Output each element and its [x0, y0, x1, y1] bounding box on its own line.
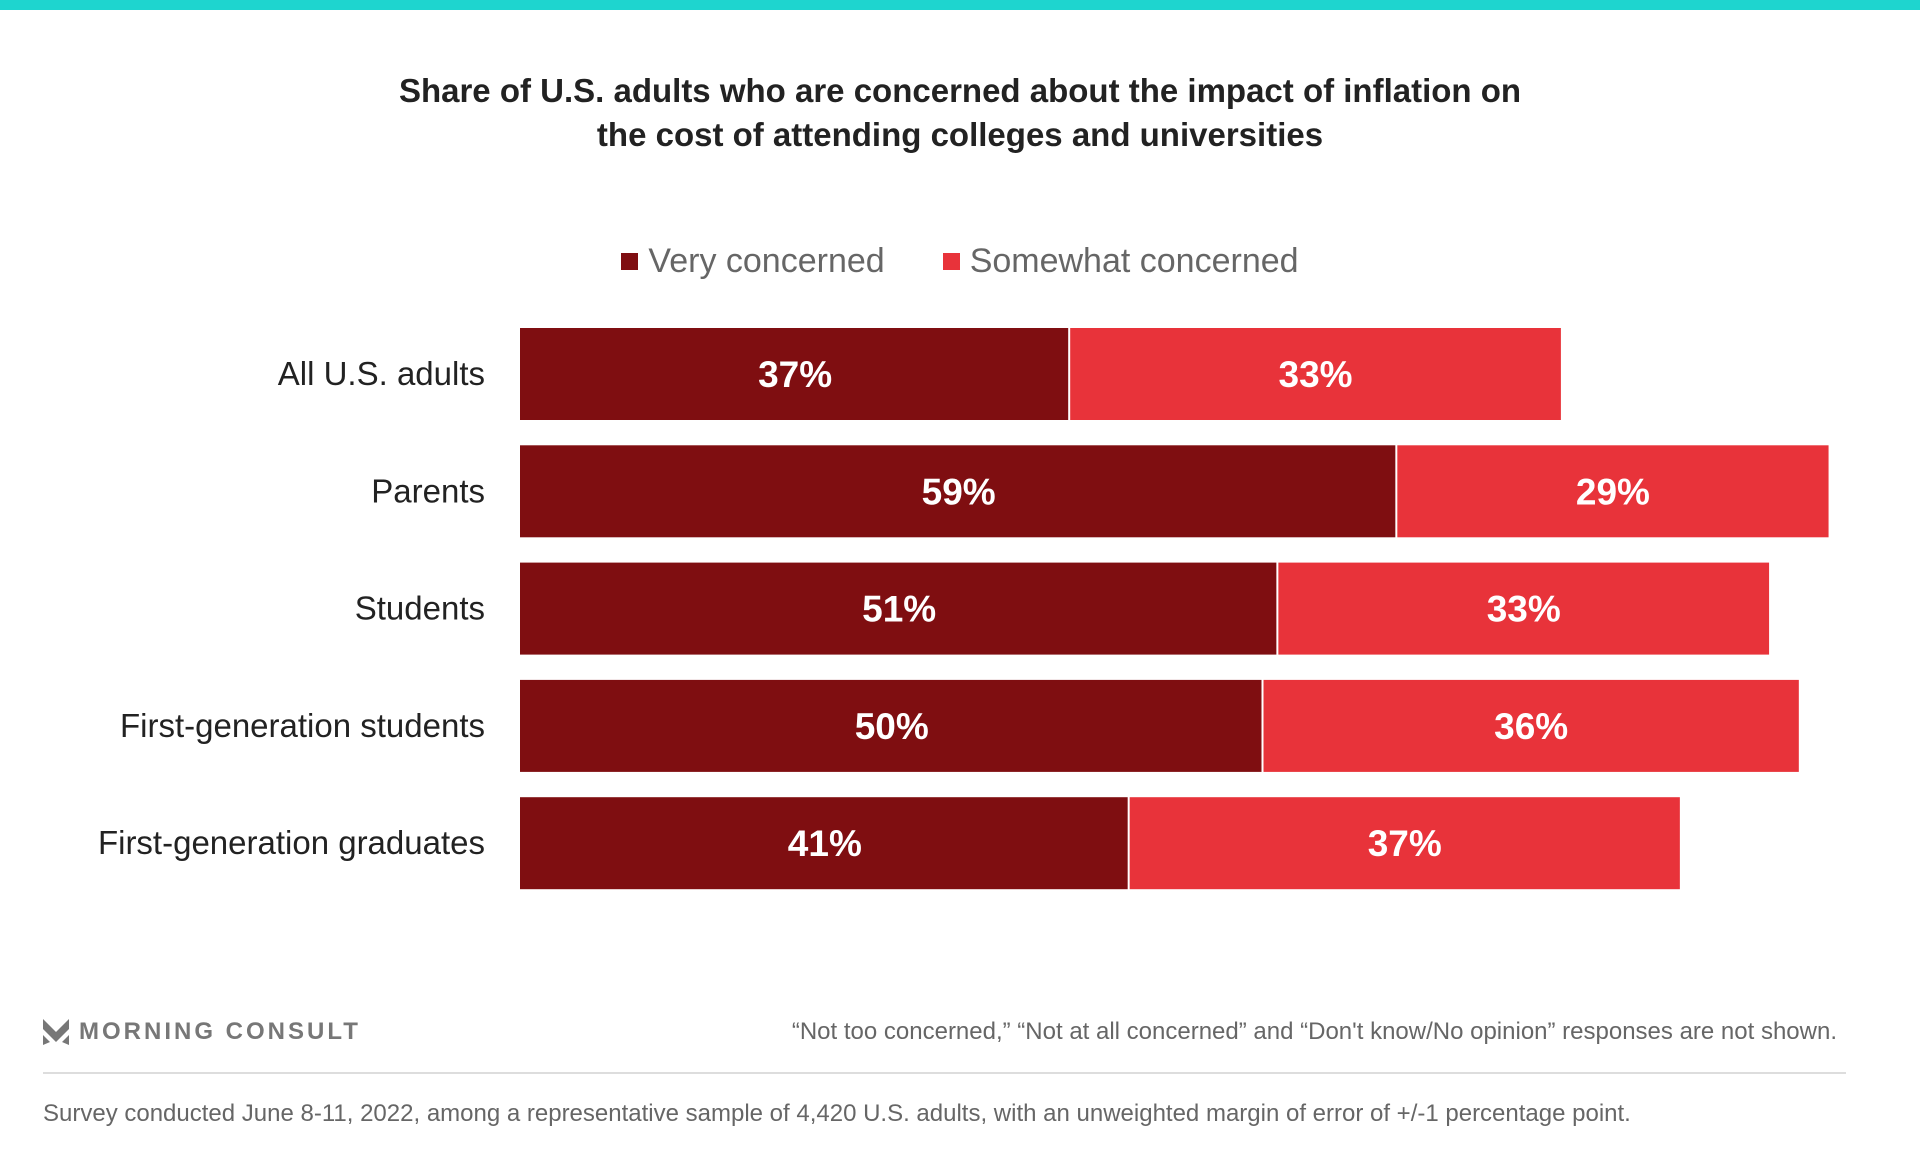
chart-title-line-2: the cost of attending colleges and unive…: [596, 116, 1324, 153]
bar-chart: All U.S. adults 37% 33% Parents 59% 29% Studen…: [98, 328, 1829, 890]
data-label: 50%: [855, 706, 929, 747]
data-label: 36%: [1494, 706, 1568, 747]
legend-label: Somewhat concerned: [969, 242, 1299, 280]
data-label: 33%: [1487, 589, 1561, 630]
bar-somewhat: [1397, 445, 1829, 538]
bar-very: [520, 328, 1069, 420]
data-label: 29%: [1576, 471, 1650, 512]
category-label: First-generation graduates: [98, 824, 485, 861]
category-label: Students: [355, 590, 485, 627]
logo-m-icon: [43, 1019, 69, 1045]
data-label: 59%: [922, 471, 996, 512]
divider: [43, 1072, 1846, 1074]
bar-very: [520, 679, 1262, 772]
legend-swatch-somewhat: [942, 253, 960, 270]
data-label: 33%: [1279, 354, 1353, 395]
legend: Very concerned Somewhat concerned: [0, 242, 1920, 281]
logo-text: MORNING CONSULT: [79, 1018, 361, 1045]
morning-consult-logo: MORNING CONSULT: [43, 1018, 361, 1046]
bar-somewhat: [1263, 679, 1799, 772]
data-label: 37%: [1368, 823, 1442, 864]
legend-label: Very concerned: [648, 242, 885, 280]
bar-very: [520, 797, 1128, 890]
bar-somewhat: [1070, 328, 1561, 420]
category-label: All U.S. adults: [278, 355, 485, 392]
bar-somewhat: [1129, 797, 1680, 890]
bar-very: [520, 445, 1396, 538]
bar-very: [520, 562, 1277, 655]
top-accent-bar: [0, 0, 1920, 10]
category-label: Parents: [371, 472, 485, 509]
data-label: 41%: [788, 823, 862, 864]
legend-item-somewhat: Somewhat concerned: [942, 242, 1299, 281]
bar-somewhat: [1278, 562, 1770, 655]
legend-item-very: Very concerned: [621, 242, 885, 281]
chart-title-line-1: Share of U.S. adults who are concerned a…: [398, 72, 1522, 109]
category-label: First-generation students: [120, 707, 485, 744]
legend-swatch-very: [621, 253, 639, 270]
survey-note: Survey conducted June 8-11, 2022, among …: [43, 1100, 1631, 1127]
data-label: 37%: [758, 354, 832, 395]
footnote: “Not too concerned,” “Not at all concern…: [791, 1018, 1837, 1045]
data-label: 51%: [862, 589, 936, 630]
